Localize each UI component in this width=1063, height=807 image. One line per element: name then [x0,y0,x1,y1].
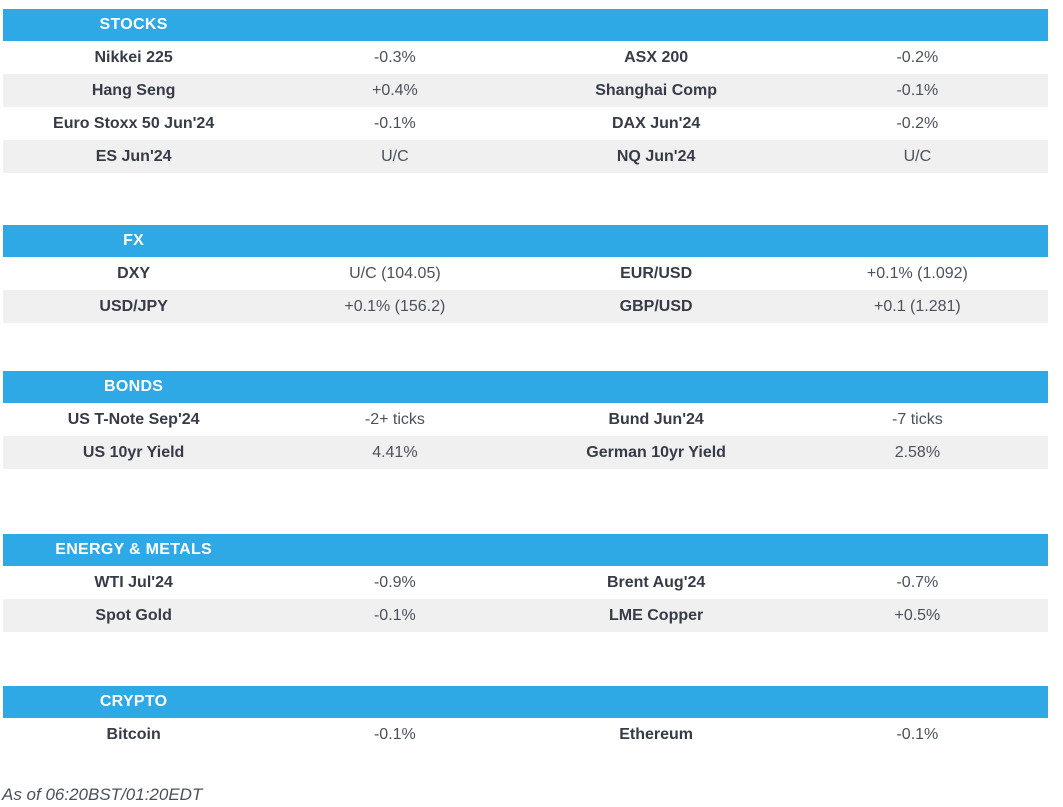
instrument-name: US T-Note Sep'24 [67,411,200,428]
instrument-name: German 10yr Yield [586,444,726,461]
section-title: CRYPTO [99,693,168,710]
table-row: US 10yr Yield 4.41% German 10yr Yield 2.… [3,436,1048,469]
section-title: ENERGY & METALS [55,541,213,558]
instrument-value: U/C [381,148,409,165]
section-bonds: BONDS US T-Note Sep'24 -2+ ticks Bund Ju… [3,371,1048,469]
table-row: WTI Jul'24 -0.9% Brent Aug'24 -0.7% [3,566,1048,599]
as-of-timestamp: As of 06:20BST/01:20EDT [2,785,203,804]
instrument-name: WTI Jul'24 [94,574,173,591]
section-header-crypto: CRYPTO [3,686,1048,718]
instrument-value: +0.5% [894,607,941,624]
section-header-stocks: STOCKS [3,9,1048,41]
instrument-name: GBP/USD [619,298,693,315]
instrument-value: -0.1% [896,82,939,99]
instrument-value: -0.3% [373,49,416,66]
instrument-value: U/C [903,148,932,165]
section-stocks: STOCKS Nikkei 225 -0.3% ASX 200 -0.2% Ha… [3,9,1048,173]
table-row: Bitcoin -0.1% Ethereum -0.1% [3,718,1048,751]
instrument-name: US 10yr Yield [82,444,185,461]
instrument-value: -0.1% [373,607,416,624]
instrument-name: ASX 200 [624,49,689,66]
instrument-value: -0.1% [896,726,939,743]
instrument-value: -0.1% [373,115,416,132]
instrument-name: Hang Seng [91,82,176,99]
section-title: FX [123,232,145,249]
instrument-value: +0.1% (1.092) [866,265,968,282]
section-header-energy-metals: ENERGY & METALS [3,534,1048,566]
instrument-name: LME Copper [609,607,704,624]
instrument-name: DXY [117,265,151,282]
instrument-name: Euro Stoxx 50 Jun'24 [53,115,215,132]
instrument-name: Nikkei 225 [94,49,173,66]
table-row: Euro Stoxx 50 Jun'24 -0.1% DAX Jun'24 -0… [3,107,1048,140]
instrument-name: ES Jun'24 [95,148,172,165]
instrument-name: Bund Jun'24 [608,411,704,428]
instrument-name: EUR/USD [620,265,693,282]
instrument-value: +0.1 (1.281) [874,298,961,315]
table-row: USD/JPY +0.1% (156.2) GBP/USD +0.1 (1.28… [3,290,1048,323]
instrument-value: +0.4% [371,82,418,99]
instrument-value: -0.7% [896,574,939,591]
table-row: Spot Gold -0.1% LME Copper +0.5% [3,599,1048,632]
instrument-value: -0.2% [896,49,939,66]
section-header-fx: FX [3,225,1048,257]
table-row: ES Jun'24 U/C NQ Jun'24 U/C [3,140,1048,173]
instrument-name: DAX Jun'24 [611,115,701,132]
table-row: Nikkei 225 -0.3% ASX 200 -0.2% [3,41,1048,74]
instrument-name: Ethereum [619,726,694,743]
instrument-value: -0.2% [896,115,939,132]
section-title: STOCKS [99,16,168,33]
instrument-name: USD/JPY [99,298,168,315]
instrument-name: NQ Jun'24 [616,148,696,165]
section-header-bonds: BONDS [3,371,1048,403]
instrument-name: Bitcoin [106,726,161,743]
section-title: BONDS [103,378,164,395]
instrument-value: +0.1% (156.2) [344,298,446,315]
table-row: Hang Seng +0.4% Shanghai Comp -0.1% [3,74,1048,107]
section-energy-metals: ENERGY & METALS WTI Jul'24 -0.9% Brent A… [3,534,1048,632]
table-row: DXY U/C (104.05) EUR/USD +0.1% (1.092) [3,257,1048,290]
instrument-value: -2+ ticks [364,411,425,428]
instrument-name: Shanghai Comp [595,82,718,99]
section-fx: FX DXY U/C (104.05) EUR/USD +0.1% (1.092… [3,225,1048,323]
instrument-value: 4.41% [372,444,418,461]
instrument-value: -7 ticks [892,411,943,428]
section-crypto: CRYPTO Bitcoin -0.1% Ethereum -0.1% [3,686,1048,751]
table-row: US T-Note Sep'24 -2+ ticks Bund Jun'24 -… [3,403,1048,436]
instrument-value: U/C (104.05) [349,265,441,282]
instrument-value: -0.1% [373,726,416,743]
instrument-value: 2.58% [894,444,941,461]
instrument-value: -0.9% [373,574,416,591]
instrument-name: Spot Gold [95,607,172,624]
instrument-name: Brent Aug'24 [606,574,706,591]
